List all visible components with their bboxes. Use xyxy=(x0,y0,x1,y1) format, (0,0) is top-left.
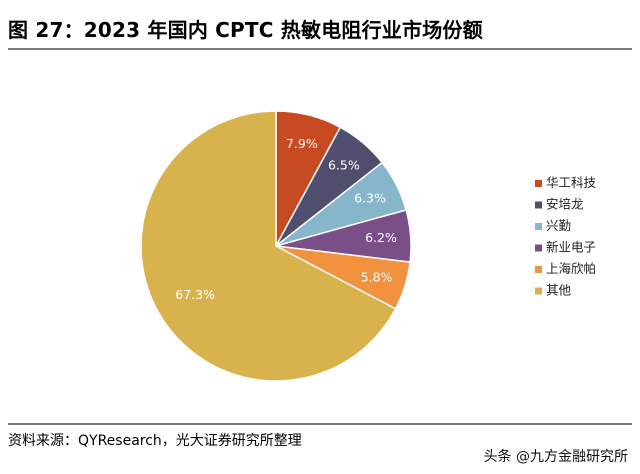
legend-label-1: 华工科技 xyxy=(546,175,597,190)
title-divider xyxy=(8,48,632,50)
legend-swatch-3 xyxy=(535,223,542,230)
slice-label-2: 6.5% xyxy=(328,158,360,173)
slice-label-3: 6.3% xyxy=(354,190,386,205)
legend-label-3: 兴勤 xyxy=(546,218,571,233)
slice-label-5: 5.8% xyxy=(361,269,393,284)
pie-slices xyxy=(140,110,412,382)
slice-label-4: 6.2% xyxy=(365,230,397,245)
slice-labels: 7.9% 6.5% 6.3% 6.2% 5.8% 67.3% xyxy=(175,136,397,302)
slice-label-1: 7.9% xyxy=(286,136,318,151)
slice-label-6: 67.3% xyxy=(175,287,215,302)
figure-title: 图 27：2023 年国内 CPTC 热敏电阻行业市场份额 xyxy=(8,18,483,42)
legend-label-6: 其他 xyxy=(546,283,572,298)
watermark-text: 头条 @九方金融研究所 xyxy=(483,449,628,465)
source-divider xyxy=(8,423,632,425)
legend-swatch-2 xyxy=(535,201,542,209)
legend-swatch-4 xyxy=(535,244,542,252)
legend-swatch-6 xyxy=(535,287,542,295)
legend-swatch-5 xyxy=(535,266,542,273)
legend-label-5: 上海欣帕 xyxy=(546,261,596,276)
legend-label-4: 新业电子 xyxy=(546,240,596,255)
legend-swatch-1 xyxy=(535,180,542,187)
legend-label-2: 安培龙 xyxy=(546,197,584,212)
pie-slice-6 xyxy=(140,110,397,382)
source-note: 资料来源：QYResearch，光大证券研究所整理 xyxy=(8,433,302,449)
